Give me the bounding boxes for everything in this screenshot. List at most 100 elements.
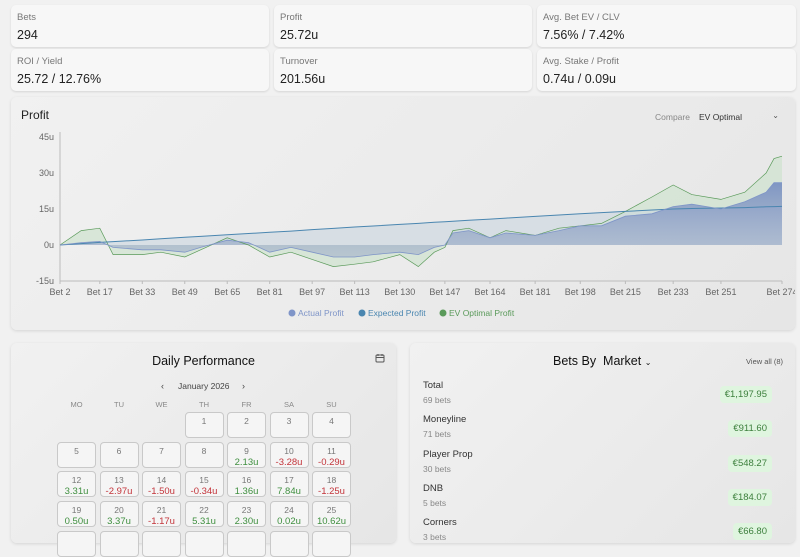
day-number: 13: [114, 475, 124, 486]
calendar-day[interactable]: 11 -0.29u: [312, 441, 351, 468]
day-number: 2: [244, 416, 249, 426]
day-profit: 5.31u: [192, 516, 216, 528]
day-number: 3: [286, 416, 292, 426]
stat-value: 25.72 / 12.76%: [17, 72, 102, 86]
x-tick-label: Bet 181: [520, 287, 551, 297]
day-number: 24: [284, 505, 294, 516]
market-row[interactable]: Total 69 bets €1,197.95: [423, 380, 783, 405]
legend-marker: [288, 309, 296, 317]
calendar-day[interactable]: [227, 530, 266, 557]
x-tick-label: Bet 2: [49, 287, 70, 297]
stat-card: Avg. Stake / Profit 0.74u / 0.09u: [537, 49, 796, 91]
calendar-day[interactable]: [99, 530, 139, 557]
bet-count: 71 bets: [423, 429, 451, 440]
day-profit: 7.84u: [277, 486, 301, 498]
market-row[interactable]: Corners 3 bets €66.80: [423, 517, 783, 542]
view-all-link[interactable]: View all (8): [746, 357, 783, 366]
legend-marker: [439, 309, 447, 317]
day-number: 5: [74, 445, 79, 456]
stat-label: Profit: [280, 12, 303, 23]
calendar-day[interactable]: [312, 530, 351, 557]
day-profit: -0.34u: [190, 486, 218, 498]
group-select[interactable]: Market ⌄: [603, 354, 651, 368]
calendar-day[interactable]: 24 0.02u: [269, 501, 309, 528]
market-row[interactable]: Moneyline 71 bets €911.60: [423, 414, 783, 439]
calendar-day[interactable]: 18 -1.25u: [312, 471, 351, 498]
calendar-day[interactable]: 14 -1.50u: [142, 471, 181, 498]
calendar-day[interactable]: [184, 530, 224, 557]
market-row[interactable]: Player Prop 30 bets €548.27: [423, 449, 783, 474]
weekday-label: TU: [114, 400, 124, 409]
x-tick-label: Bet 215: [610, 287, 641, 297]
calendar-day[interactable]: 12 3.31u: [57, 471, 96, 498]
stat-label: Bets: [17, 12, 37, 23]
x-tick-label: Bet 274: [766, 287, 795, 297]
compare-label: Compare: [655, 112, 690, 122]
calendar-day[interactable]: 1: [184, 412, 224, 438]
day-profit: 3.37u: [107, 516, 131, 528]
month-label: January 2026: [178, 381, 230, 391]
calendar-day[interactable]: 6: [99, 441, 139, 468]
calendar-day[interactable]: 13 -2.97u: [99, 471, 139, 498]
stat-value: 7.56% / 7.42%: [543, 28, 625, 42]
calendar-day[interactable]: 9 2.13u: [227, 441, 266, 468]
stat-value: 25.72u: [280, 28, 319, 42]
calendar-day[interactable]: [269, 530, 309, 557]
market-amount: €911.60: [728, 420, 772, 438]
calendar-day[interactable]: 16 1.36u: [227, 471, 266, 498]
y-tick-label: -15u: [36, 276, 54, 286]
calendar-day[interactable]: 2: [227, 412, 266, 438]
day-profit: 2.13u: [234, 456, 259, 468]
calendar-icon[interactable]: [375, 353, 385, 363]
day-profit: 3.31u: [64, 486, 89, 498]
calendar-day[interactable]: 15 -0.34u: [184, 471, 224, 498]
day-number: 15: [199, 475, 209, 486]
calendar-day[interactable]: 7: [142, 441, 181, 468]
calendar-day[interactable]: [57, 530, 96, 557]
prev-month-button[interactable]: ‹: [161, 381, 164, 391]
market-name: Moneyline: [423, 414, 467, 426]
weekday-label: FR: [241, 400, 252, 409]
calendar-day[interactable]: 5: [57, 441, 96, 468]
stat-card: Avg. Bet EV / CLV 7.56% / 7.42%: [537, 5, 796, 47]
calendar-day[interactable]: 23 2.30u: [227, 501, 266, 528]
day-profit: -3.28u: [275, 456, 303, 468]
day-number: 16: [241, 475, 252, 486]
calendar-day[interactable]: 10 -3.28u: [269, 441, 309, 468]
panel-title: Daily Performance: [152, 354, 255, 368]
calendar-day[interactable]: 21 -1.17u: [142, 501, 181, 528]
y-tick-label: 30u: [39, 168, 54, 178]
calendar-day[interactable]: 3: [269, 412, 309, 438]
y-tick-label: 15u: [39, 204, 54, 214]
market-row[interactable]: DNB 5 bets €184.07: [423, 483, 783, 508]
day-number: 6: [116, 445, 122, 456]
calendar-day[interactable]: 22 5.31u: [184, 501, 224, 528]
stat-value: 201.56u: [280, 72, 326, 86]
x-tick-label: Bet 65: [214, 287, 240, 297]
calendar-day[interactable]: 20 3.37u: [99, 501, 139, 528]
weekday-label: WE: [155, 400, 168, 409]
calendar-day[interactable]: 19 0.50u: [57, 501, 96, 528]
x-tick-label: Bet 81: [257, 287, 283, 297]
calendar-day[interactable]: [142, 530, 181, 557]
day-number: 11: [327, 445, 336, 456]
calendar-day[interactable]: 17 7.84u: [269, 471, 309, 498]
day-profit: 1.36u: [234, 486, 259, 498]
actual-area: [60, 182, 782, 257]
stat-card: ROI / Yield 25.72 / 12.76%: [11, 49, 269, 91]
market-name: DNB: [423, 482, 444, 494]
legend-label: Expected Profit: [368, 308, 426, 318]
day-profit: 0.50u: [64, 516, 89, 528]
next-month-button[interactable]: ›: [242, 381, 245, 391]
x-tick-label: Bet 164: [474, 287, 505, 297]
weekday-label: MO: [70, 400, 83, 409]
calendar-day[interactable]: 4: [312, 412, 351, 438]
calendar-day[interactable]: 8: [184, 441, 224, 468]
compare-select[interactable]: EV Optimal ⌄: [699, 111, 779, 122]
x-tick-label: Bet 233: [658, 287, 689, 297]
day-profit: -1.25u: [318, 486, 345, 498]
x-tick-label: Bet 147: [429, 287, 460, 297]
title-prefix: Bets By: [553, 354, 597, 368]
calendar-day[interactable]: 25 10.62u: [312, 501, 351, 528]
